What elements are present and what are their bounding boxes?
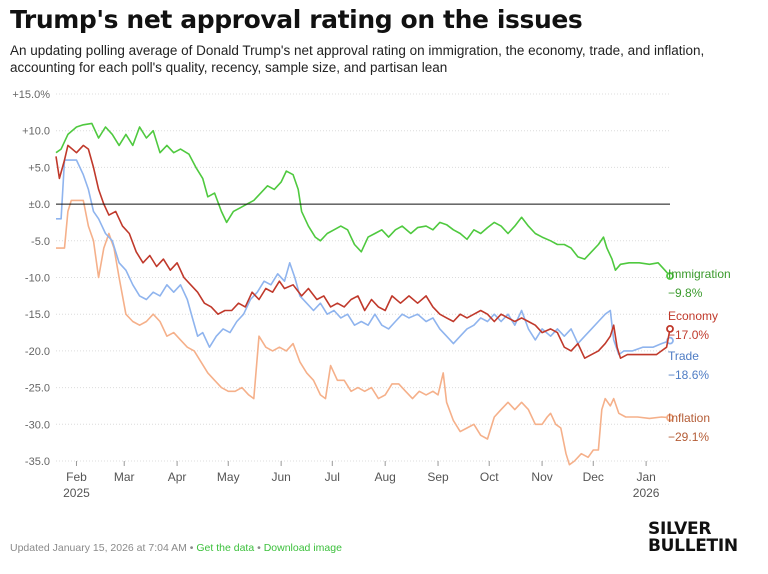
- x-tick-year-label: 2025: [63, 486, 90, 500]
- y-tick-label: -30.0: [25, 419, 50, 431]
- immigration-series-line: [55, 122, 671, 277]
- trade-series-line: [56, 159, 671, 356]
- x-tick-label: Aug: [374, 470, 395, 484]
- y-tick-label: -20.0: [25, 346, 50, 358]
- updated-timestamp: Updated January 15, 2026 at 7:04 AM: [10, 542, 187, 554]
- footer: Updated January 15, 2026 at 7:04 AM • Ge…: [10, 542, 342, 554]
- immigration-value-label: −9.8%: [668, 286, 703, 300]
- download-image-link[interactable]: Download image: [263, 542, 342, 554]
- inflation-end-marker: [666, 413, 674, 422]
- immigration-series-name-label: Immigration: [668, 267, 731, 281]
- x-tick-label: Sep: [427, 470, 449, 484]
- y-tick-label: +10.0: [22, 126, 50, 138]
- x-tick-label: May: [217, 470, 240, 484]
- get-data-link[interactable]: Get the data: [196, 542, 255, 554]
- economy-series-line: [55, 144, 671, 359]
- y-tick-label: -25.0: [25, 383, 50, 395]
- trade-value-label: −18.6%: [668, 368, 709, 382]
- brand-logo-line-2: BULLETIN: [648, 536, 738, 556]
- x-tick-label: Jun: [271, 470, 290, 484]
- inflation-value-label: −29.1%: [668, 430, 709, 444]
- x-tick-label: Apr: [168, 470, 187, 484]
- economy-series-name-label: Economy: [668, 309, 718, 323]
- footer-separator: •: [186, 542, 197, 554]
- x-tick-label: Jan: [636, 470, 655, 484]
- x-tick-label: Oct: [480, 470, 499, 484]
- brand-logo: SILVER BULLETIN: [648, 521, 738, 555]
- x-tick-label: Mar: [114, 470, 135, 484]
- chart-title: Trump's net approval rating on the issue…: [10, 5, 583, 34]
- x-tick-label: Jul: [325, 470, 340, 484]
- y-tick-label: -10.0: [25, 273, 50, 285]
- y-tick-label: +15.0%: [12, 89, 50, 101]
- economy-end-marker: [666, 324, 674, 333]
- footer-separator: •: [254, 542, 264, 554]
- y-tick-label: +5.0: [28, 162, 50, 174]
- y-tick-label: -15.0: [25, 309, 50, 321]
- y-tick-label: -5.0: [31, 236, 50, 248]
- inflation-series-name-label: Inflation: [668, 411, 710, 425]
- economy-value-label: −17.0%: [668, 328, 709, 342]
- x-tick-year-label: 2026: [633, 486, 660, 500]
- immigration-end-marker: [666, 272, 674, 280]
- brand-logo-line-1: SILVER: [648, 519, 712, 539]
- trade-series-name-label: Trade: [668, 349, 699, 363]
- x-tick-label: Nov: [531, 470, 552, 484]
- x-tick-label: Feb: [66, 470, 87, 484]
- x-tick-label: Dec: [583, 470, 604, 484]
- y-tick-label: -35.0: [25, 456, 50, 468]
- y-tick-label: ±0.0: [29, 199, 50, 211]
- chart-subtitle: An updating polling average of Donald Tr…: [10, 43, 705, 75]
- inflation-series-line: [56, 199, 671, 466]
